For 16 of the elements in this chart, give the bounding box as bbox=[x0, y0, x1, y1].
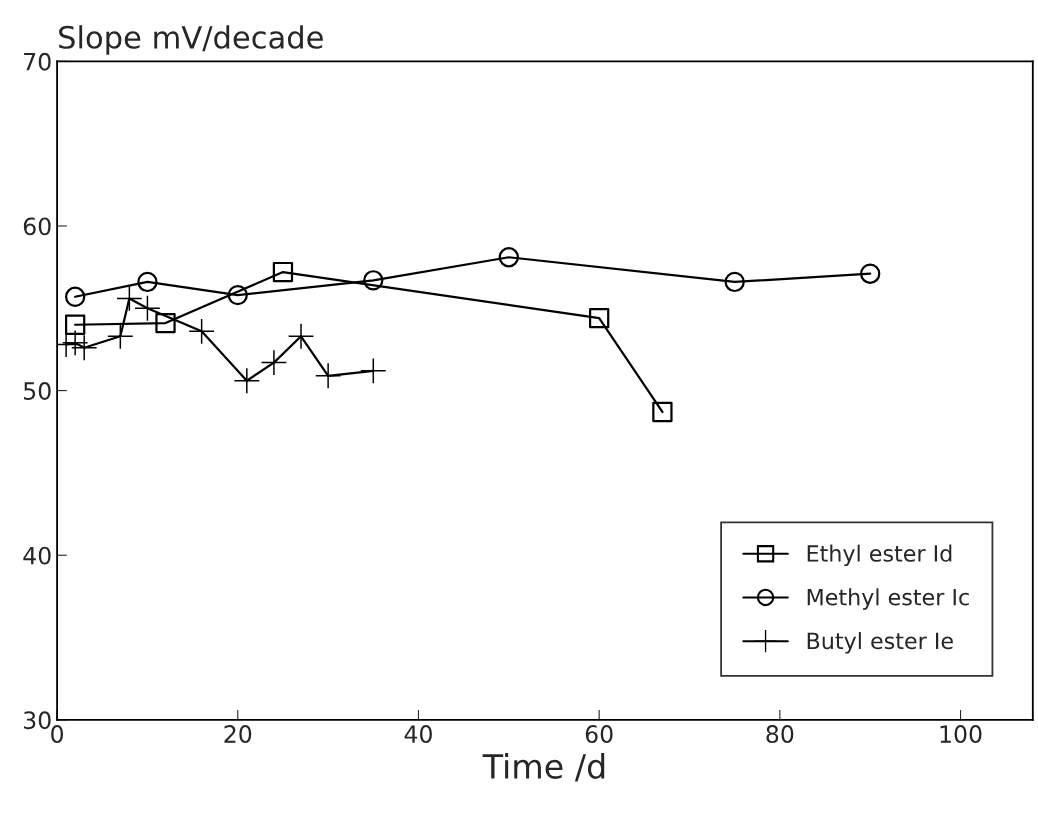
legend-label: Methyl ester Ic bbox=[807, 588, 969, 610]
y-tick-label: 40 bbox=[23, 546, 51, 565]
y-tick-label: 60 bbox=[23, 217, 51, 236]
x-tick-label: 0 bbox=[51, 725, 64, 743]
x-tick-label: 60 bbox=[585, 725, 613, 743]
y-axis-title: Slope mV/decade bbox=[59, 25, 323, 55]
y-tick-label: 50 bbox=[24, 382, 51, 400]
y-tick-label: 70 bbox=[24, 52, 51, 71]
x-tick-label: 100 bbox=[940, 725, 982, 743]
x-tick-label: 20 bbox=[224, 725, 252, 743]
y-tick-label: 30 bbox=[23, 711, 51, 730]
legend-label: Butyl ester Ie bbox=[807, 632, 953, 654]
x-axis-title: Time /d bbox=[482, 753, 605, 782]
x-tick-label: 40 bbox=[404, 725, 432, 743]
x-tick-label: 80 bbox=[766, 725, 794, 743]
legend-label: Ethyl ester Id bbox=[807, 544, 952, 567]
